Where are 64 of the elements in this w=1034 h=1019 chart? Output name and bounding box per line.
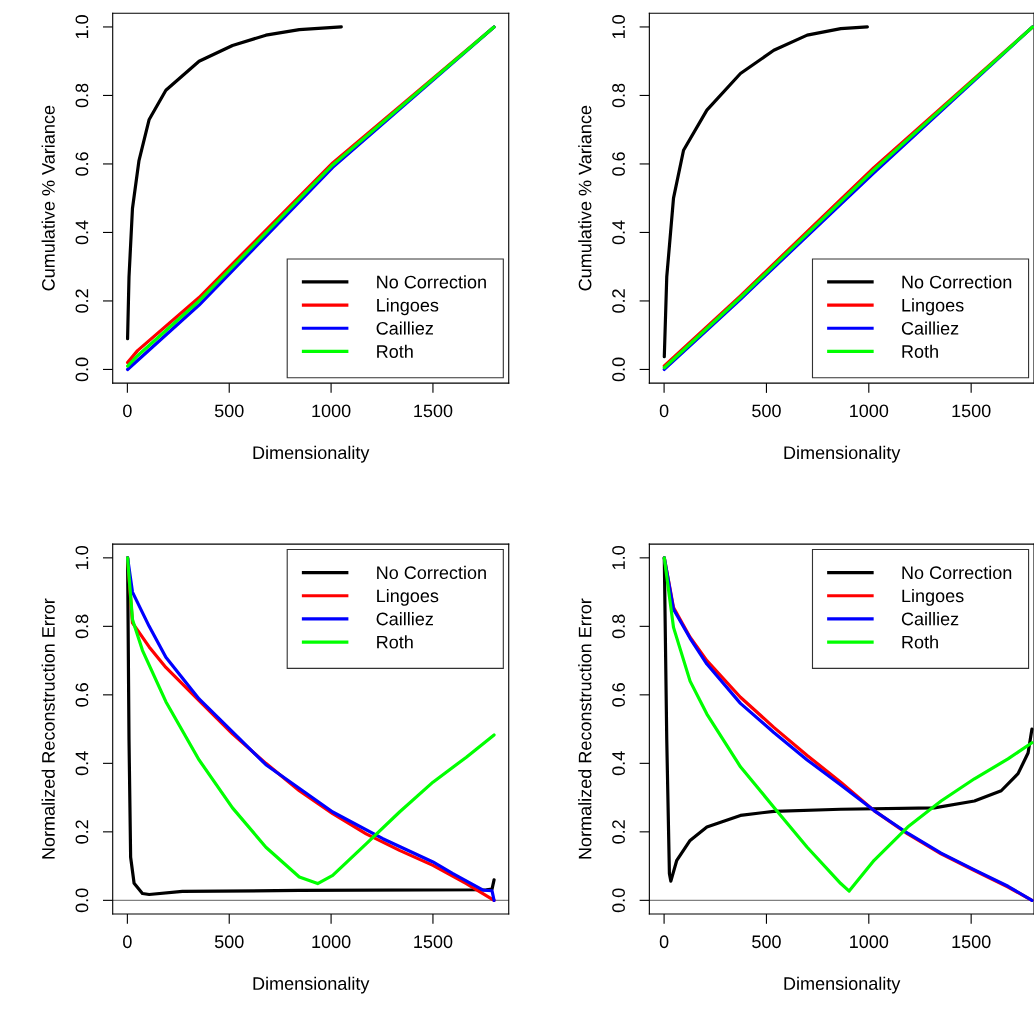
y-tick-label: 0.4 — [612, 220, 625, 245]
y-tick-label: 0.0 — [75, 357, 89, 382]
y-tick-label: 0.8 — [75, 83, 89, 108]
legend-label: Roth — [377, 344, 413, 358]
y-tick-label: 0.6 — [75, 152, 89, 176]
y-tick-label: 0.2 — [75, 820, 89, 844]
x-tick-label: 1000 — [312, 935, 351, 949]
y-tick-label: 0.6 — [612, 683, 625, 707]
legend-label: Roth — [377, 635, 413, 649]
y-tick-label: 0.8 — [612, 83, 625, 108]
x-tick-label: 1000 — [850, 404, 889, 418]
x-tick-label: 1000 — [312, 404, 351, 418]
x-axis-title: Dimensionality — [784, 445, 901, 463]
legend-label: Lingoes — [377, 298, 439, 316]
legend-label: Roth — [902, 344, 938, 358]
x-tick-label: 1500 — [414, 935, 453, 949]
y-tick-label: 1.0 — [612, 546, 625, 570]
x-tick-label: 500 — [214, 404, 244, 418]
legend-label: Roth — [902, 635, 938, 649]
x-tick-label: 1500 — [952, 935, 991, 949]
y-tick-label: 0.8 — [75, 614, 89, 639]
legend-label: No Correction — [902, 565, 1012, 580]
x-axis-title: Dimensionality — [253, 445, 370, 463]
y-tick-label: 0.4 — [75, 220, 89, 245]
y-tick-label: 1.0 — [612, 15, 625, 39]
legend-label: No Correction — [377, 565, 486, 580]
legend-label: Cailliez — [901, 612, 959, 626]
legend-label: No Correction — [902, 275, 1012, 289]
y-tick-label: 1.0 — [75, 546, 89, 570]
x-tick-label: 0 — [659, 404, 669, 418]
x-tick-label: 500 — [752, 404, 781, 418]
y-axis-title: Normalized Reconstruction Error — [41, 598, 55, 859]
legend-label: Lingoes — [902, 588, 964, 606]
y-tick-label: 0.0 — [612, 357, 625, 382]
y-tick-label: 1.0 — [75, 15, 89, 39]
y-tick-label: 0.4 — [75, 751, 89, 776]
legend-label: No Correction — [377, 275, 486, 289]
y-axis-title: Cumulative % Variance — [578, 105, 592, 291]
legend-label: Lingoes — [902, 298, 964, 316]
y-axis-title: Normalized Reconstruction Error — [578, 598, 592, 859]
y-tick-label: 0.2 — [75, 289, 89, 313]
y-tick-label: 0.0 — [75, 888, 89, 913]
legend-label: Cailliez — [901, 321, 959, 335]
y-tick-label: 0.4 — [612, 751, 625, 776]
y-tick-label: 0.6 — [612, 152, 625, 176]
x-tick-label: 1500 — [952, 404, 991, 418]
y-tick-label: 0.2 — [612, 289, 625, 313]
x-axis-title: Dimensionality — [784, 976, 901, 994]
x-tick-label: 0 — [123, 935, 132, 949]
y-tick-label: 0.6 — [75, 683, 89, 707]
x-tick-label: 0 — [659, 935, 669, 949]
x-tick-label: 500 — [752, 935, 781, 949]
legend-label: Cailliez — [376, 612, 433, 626]
y-axis-title: Cumulative % Variance — [41, 105, 55, 291]
x-tick-label: 1000 — [850, 935, 889, 949]
legend-label: Lingoes — [377, 588, 439, 606]
legend-label: Cailliez — [376, 321, 433, 335]
x-tick-label: 0 — [123, 404, 132, 418]
y-tick-label: 0.8 — [612, 614, 625, 639]
x-tick-label: 500 — [214, 935, 244, 949]
x-tick-label: 1500 — [414, 404, 453, 418]
y-tick-label: 0.0 — [612, 888, 625, 913]
y-tick-label: 0.2 — [612, 820, 625, 844]
x-axis-title: Dimensionality — [253, 976, 370, 994]
